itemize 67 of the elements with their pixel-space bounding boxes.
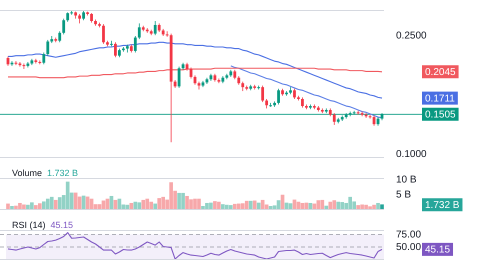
y-tick-label: 0.2500 [396, 30, 428, 42]
bar [292, 200, 296, 210]
bar [197, 198, 201, 210]
candlestick [285, 90, 288, 96]
candlestick [293, 88, 296, 100]
bar [110, 196, 114, 210]
text: 0.1711 [425, 93, 456, 104]
y-tick-label: 10 B [396, 174, 417, 186]
candlestick [178, 66, 180, 88]
bar [106, 198, 110, 210]
bar [205, 202, 209, 210]
candlestick [241, 81, 244, 92]
candlestick [98, 22, 101, 28]
candlestick [22, 63, 26, 70]
bar [90, 198, 94, 210]
bar [296, 202, 300, 210]
candlestick [82, 10, 85, 21]
y-tick-label: 75.00 [396, 229, 422, 240]
bar [189, 199, 193, 210]
bar [74, 192, 78, 210]
y-tick-label: 50.00 [396, 242, 422, 253]
candlestick [90, 12, 93, 23]
bar [86, 196, 90, 210]
bar [177, 192, 181, 210]
bar [98, 204, 102, 210]
candlestick [277, 88, 280, 105]
bar [181, 192, 185, 210]
candlestick [261, 85, 264, 103]
candlestick [194, 74, 196, 86]
bar [102, 200, 106, 210]
candlestick [62, 18, 66, 35]
candlestick [360, 111, 364, 117]
candlestick [14, 60, 18, 66]
bar [66, 182, 70, 210]
candlestick [6, 56, 10, 66]
chart-title: Volume [12, 168, 42, 178]
candlestick [190, 67, 192, 79]
candlestick [372, 115, 376, 126]
candlestick [301, 96, 304, 108]
bar [276, 200, 280, 210]
y-tick-label: 5 B [396, 190, 412, 201]
text: 0.2045 [425, 67, 456, 78]
candlestick [102, 24, 105, 44]
bar [185, 196, 189, 210]
y-tick-label: 0.1000 [396, 148, 428, 160]
chart-subtitle: 45.15 [50, 220, 74, 230]
candlestick [134, 36, 137, 53]
candlestick [114, 42, 117, 58]
text: 45.15 [425, 244, 450, 256]
ref-line-label: 0.1505 [425, 110, 456, 121]
candlestick [332, 112, 336, 126]
chart-subtitle: 1.732 B [47, 168, 78, 178]
bar [284, 202, 288, 210]
candlestick [269, 102, 272, 108]
candlestick [78, 14, 82, 24]
text: 1.732 B [425, 200, 460, 211]
bar [82, 196, 86, 210]
bar [6, 204, 10, 210]
candlestick [110, 40, 113, 47]
chart-title: RSI (14) [12, 220, 46, 230]
bar [280, 194, 284, 210]
bar [18, 202, 22, 210]
bar [114, 200, 118, 210]
bar [376, 202, 380, 210]
bar [169, 182, 173, 210]
bar [300, 202, 304, 210]
candlestick [265, 98, 268, 109]
